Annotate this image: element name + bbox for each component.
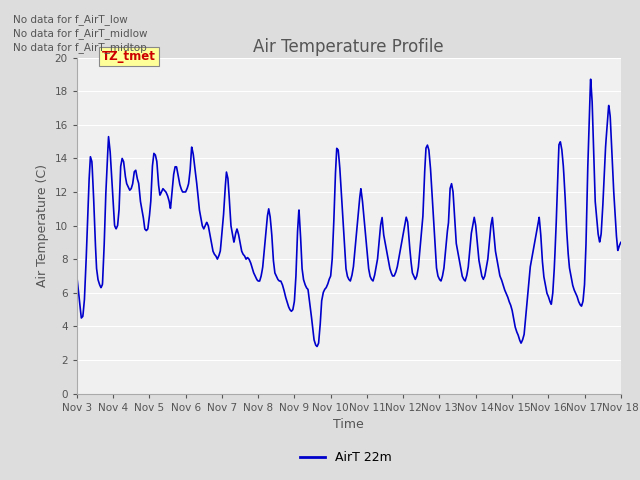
Y-axis label: Air Temperature (C): Air Temperature (C) [36, 164, 49, 287]
X-axis label: Time: Time [333, 418, 364, 431]
Text: TZ_tmet: TZ_tmet [102, 50, 156, 63]
Legend: AirT 22m: AirT 22m [295, 446, 396, 469]
Text: No data for f_AirT_midlow: No data for f_AirT_midlow [13, 28, 147, 39]
Title: Air Temperature Profile: Air Temperature Profile [253, 38, 444, 56]
Text: No data for f_AirT_midtop: No data for f_AirT_midtop [13, 42, 147, 53]
Text: No data for f_AirT_low: No data for f_AirT_low [13, 13, 127, 24]
